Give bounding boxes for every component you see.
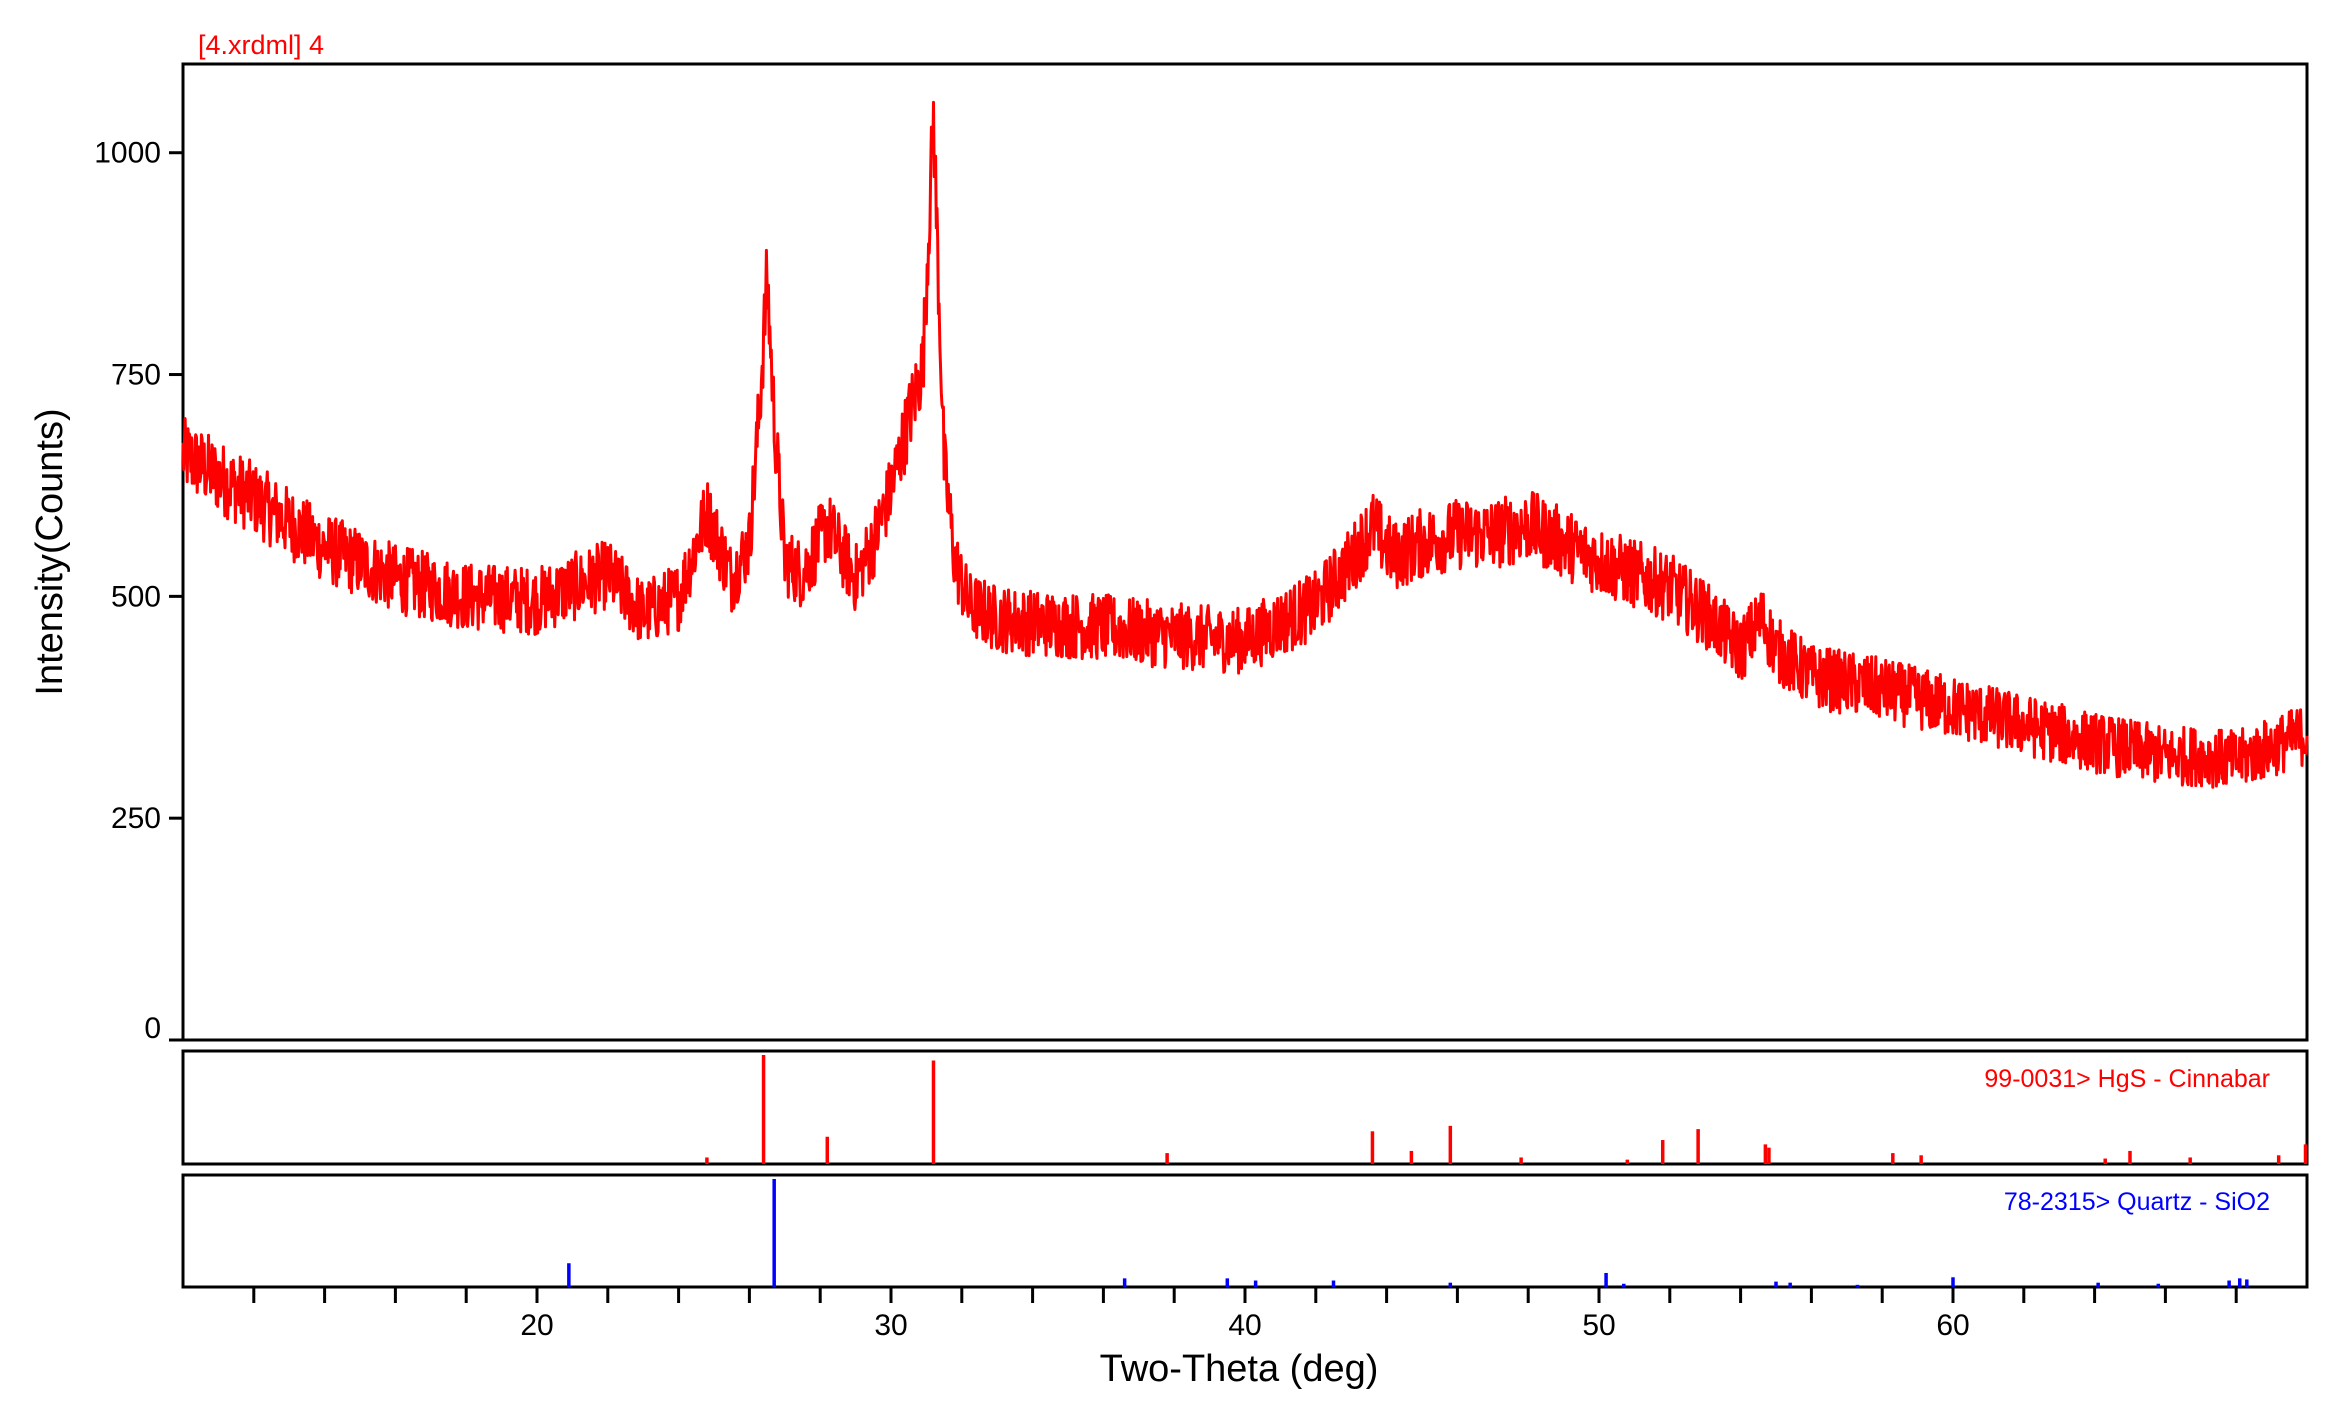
x-tick-label: 60 xyxy=(1936,1309,1969,1342)
cinnabar-panel-frame xyxy=(181,1049,2309,1166)
cinnabar-pattern-label: 99-0031> HgS - Cinnabar xyxy=(1984,1065,2270,1093)
y-tick-label: 0 xyxy=(144,1012,161,1045)
scan-title: [4.xrdml] 4 xyxy=(198,30,324,60)
y-tick-label: 500 xyxy=(111,580,161,613)
x-tick-label: 40 xyxy=(1228,1309,1261,1342)
x-tick-label: 20 xyxy=(520,1309,553,1342)
x-axis-title: Two-Theta (deg) xyxy=(1100,1348,1379,1390)
quartz-pattern-label: 78-2315> Quartz - SiO2 xyxy=(2004,1188,2270,1216)
y-axis-title: Intensity(Counts) xyxy=(29,408,71,695)
x-tick-label: 50 xyxy=(1582,1309,1615,1342)
y-tick-label: 1000 xyxy=(94,137,161,170)
y-tick-label: 750 xyxy=(111,359,161,392)
quartz-panel-frame xyxy=(181,1173,2309,1289)
main-plot-frame xyxy=(181,62,2309,1042)
x-tick-label: 30 xyxy=(874,1309,907,1342)
scan-line xyxy=(181,100,2309,789)
y-tick-label: 250 xyxy=(111,802,161,835)
